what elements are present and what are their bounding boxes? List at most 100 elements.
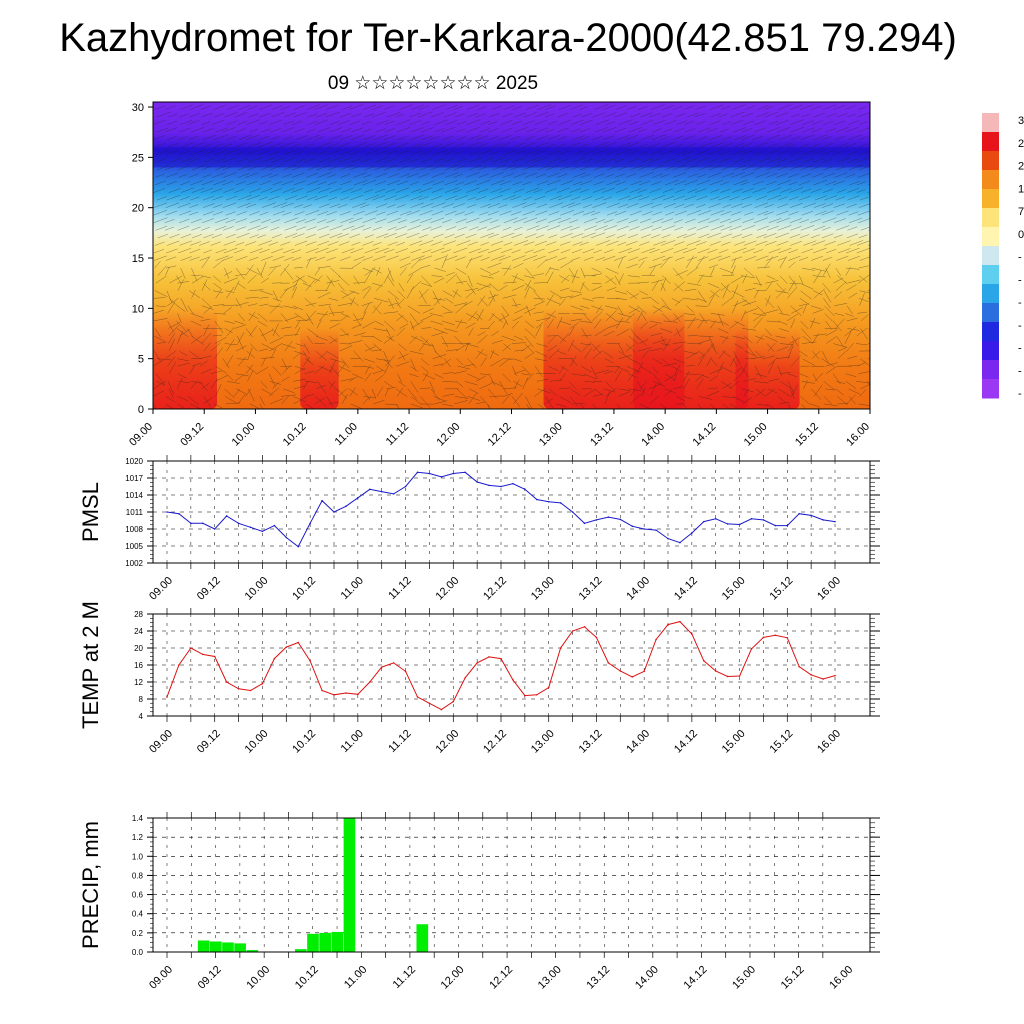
chart-subtitle: 09 ☆☆☆☆☆☆☆☆ 2025 — [327, 73, 539, 94]
colorbar-label: - — [1018, 343, 1022, 355]
y-tick-label: 0.2 — [132, 929, 144, 938]
x-tick-label: 13.12 — [577, 575, 605, 603]
data-point — [667, 537, 669, 540]
data-point — [213, 528, 216, 530]
data-point — [500, 485, 502, 488]
x-tick-label: 15.00 — [742, 421, 770, 449]
x-tick-label: 14.12 — [691, 421, 719, 449]
y-tick-label: 20 — [134, 644, 143, 653]
data-point — [512, 679, 514, 681]
data-point — [750, 648, 753, 650]
x-tick-label: 14.00 — [633, 964, 661, 992]
y-tick-label: 28 — [134, 610, 143, 619]
data-point — [237, 688, 240, 690]
data-point — [178, 664, 180, 666]
data-point — [571, 630, 574, 632]
y-tick-label: 30 — [132, 102, 144, 114]
x-tick-label: 09.00 — [127, 421, 155, 449]
data-point — [333, 693, 335, 696]
colorbar-swatch — [982, 360, 999, 380]
data-point — [762, 636, 765, 639]
y-tick-label: 1017 — [125, 474, 143, 483]
data-point — [297, 545, 300, 548]
colorbar-swatch — [982, 189, 999, 209]
data-point — [488, 656, 490, 658]
precip-bar — [319, 932, 331, 952]
x-tick-label: 10.00 — [244, 964, 272, 992]
x-tick-label: 15.12 — [767, 575, 795, 603]
data-point — [559, 502, 562, 504]
data-point — [321, 499, 323, 502]
data-point — [249, 526, 252, 529]
data-point — [607, 516, 610, 518]
data-point — [834, 674, 836, 677]
data-point — [547, 501, 550, 503]
y-tick-label: 1.4 — [132, 814, 144, 823]
colorbar-swatch — [982, 265, 999, 285]
data-point — [607, 662, 610, 664]
x-tick-label: 11.12 — [391, 964, 418, 991]
colorbar-swatch — [982, 170, 999, 190]
x-tick-label: 09.12 — [195, 575, 223, 603]
y-tick-label: 0.8 — [132, 871, 144, 880]
y-tick-label: 0.4 — [132, 910, 144, 919]
data-point — [261, 530, 264, 533]
data-point — [524, 488, 526, 491]
y-tick-label: 24 — [134, 627, 143, 636]
data-point — [643, 670, 645, 673]
precip-bar — [331, 931, 344, 952]
data-point — [166, 511, 168, 513]
chart-title: Kazhydromet for Ter-Karkara-2000(42.851 … — [59, 16, 957, 60]
x-tick-label: 14.12 — [672, 728, 700, 756]
x-tick-label: 15.12 — [793, 421, 821, 449]
data-point — [201, 522, 204, 525]
data-point — [512, 482, 514, 485]
x-tick-label: 14.12 — [682, 964, 710, 992]
x-tick-label: 16.00 — [827, 964, 855, 992]
data-point — [535, 693, 538, 696]
x-tick-label: 10.12 — [293, 964, 321, 992]
x-tick-label: 09.00 — [147, 575, 175, 603]
colorbar-swatch — [982, 132, 999, 152]
data-point — [714, 518, 717, 520]
data-point — [726, 675, 729, 678]
panel-frame — [152, 613, 871, 717]
data-point — [702, 520, 705, 523]
x-tick-label: 09.12 — [196, 964, 224, 992]
x-tick-label: 13.00 — [537, 421, 565, 449]
cold-band — [153, 147, 870, 168]
x-tick-label: 15.12 — [779, 964, 807, 992]
x-tick-label: 13.12 — [584, 964, 612, 992]
panel-0: 1002 1005 1008 1011 1014 1017 1020 09.00 09.12 10… — [78, 455, 880, 603]
x-tick-label: 12.12 — [481, 728, 509, 756]
data-point — [750, 518, 753, 520]
data-point — [404, 670, 407, 673]
x-tick-label: 16.00 — [844, 421, 872, 449]
colorbar-label: 1 — [1018, 183, 1024, 195]
data-point — [368, 488, 371, 491]
y-tick-label: 1002 — [125, 559, 143, 568]
data-point — [213, 655, 216, 658]
x-tick-label: 11.00 — [339, 575, 366, 602]
colorbar-swatch — [982, 284, 999, 304]
data-point — [166, 696, 168, 698]
precip-bar — [416, 924, 429, 952]
panel-frame — [152, 817, 871, 953]
precip-bar — [210, 941, 222, 952]
x-tick-label: 14.00 — [639, 421, 667, 449]
data-point — [428, 702, 431, 705]
colorbar-label: 0 — [1018, 229, 1024, 241]
data-point — [309, 659, 311, 662]
colorbar-swatch — [982, 113, 999, 133]
colorbar-swatch — [982, 246, 999, 266]
colorbar-label: - — [1018, 388, 1022, 400]
x-tick-label: 14.00 — [624, 728, 652, 756]
colorbar-swatch — [982, 208, 999, 228]
x-tick-label: 14.12 — [672, 575, 700, 603]
y-tick-label: 8 — [139, 695, 144, 704]
data-point — [440, 708, 443, 711]
data-point — [631, 676, 634, 678]
data-point — [679, 541, 681, 544]
y-tick-label: 0.6 — [132, 891, 144, 900]
x-tick-label: 15.12 — [767, 728, 795, 756]
